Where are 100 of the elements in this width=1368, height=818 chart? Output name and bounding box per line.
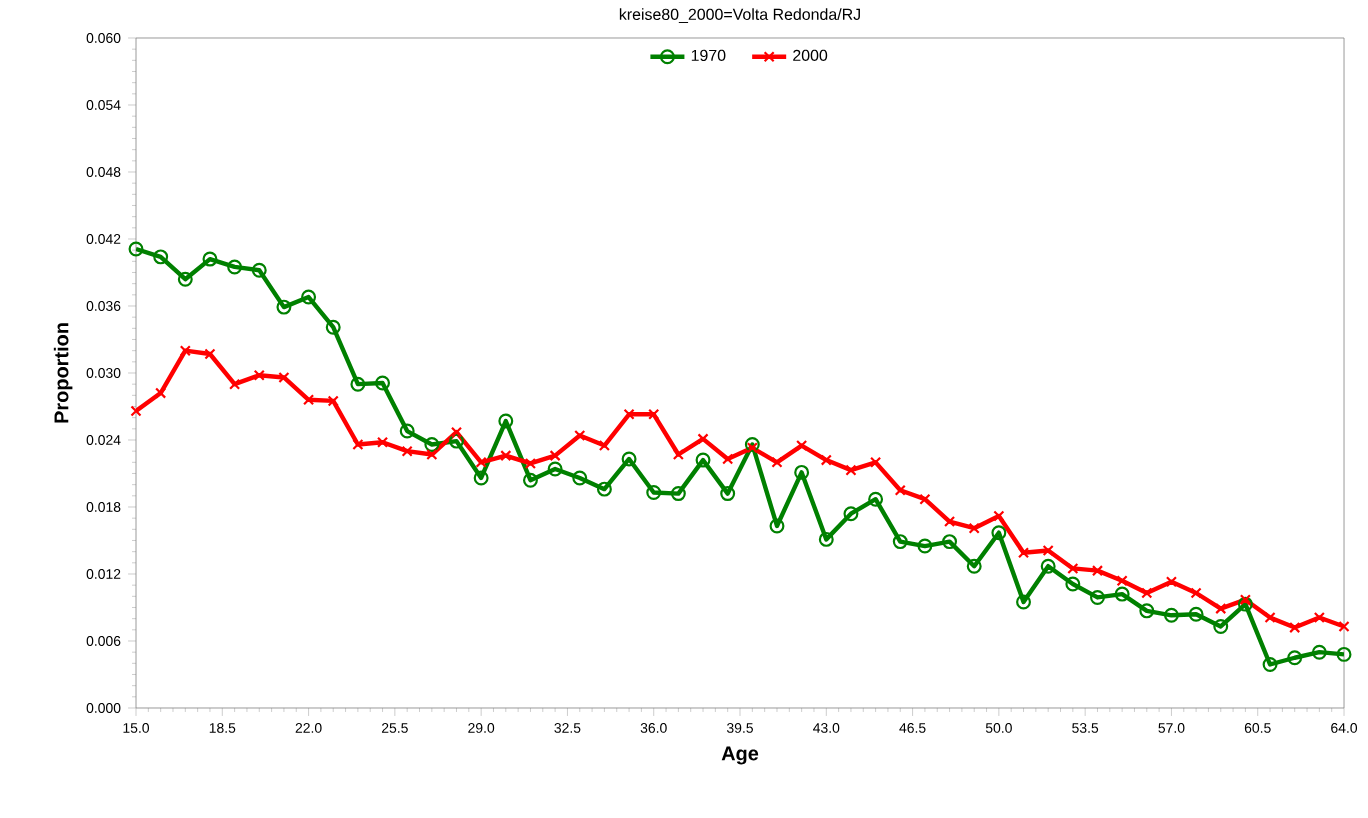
point [278, 371, 290, 384]
point [942, 534, 958, 550]
point [596, 481, 612, 497]
point [128, 241, 144, 257]
point [426, 448, 438, 461]
point [820, 454, 832, 466]
point [1188, 606, 1204, 622]
point [376, 436, 389, 448]
point [720, 486, 736, 502]
point [697, 433, 709, 445]
point [229, 378, 241, 390]
point [892, 534, 908, 550]
point [449, 433, 464, 449]
point [1067, 562, 1079, 575]
point [1215, 603, 1227, 615]
point [202, 251, 218, 267]
point [672, 448, 684, 461]
point [1213, 619, 1229, 634]
point [868, 491, 884, 507]
point [522, 472, 538, 488]
point [1262, 656, 1278, 672]
point [1165, 576, 1178, 588]
y-axis-title: Proportion [53, 323, 73, 423]
point [894, 484, 906, 496]
point [1264, 611, 1276, 624]
point [1163, 607, 1179, 623]
point [943, 515, 956, 528]
point [1287, 650, 1303, 666]
point [746, 442, 758, 454]
point [475, 456, 487, 468]
point [722, 453, 734, 465]
point [966, 558, 982, 574]
point [574, 429, 586, 442]
point [1336, 646, 1352, 662]
point [917, 538, 933, 554]
point [302, 394, 315, 406]
point [1139, 603, 1155, 619]
point [276, 299, 292, 315]
point [646, 485, 662, 500]
point [375, 375, 391, 391]
point [695, 452, 711, 468]
point [524, 457, 537, 470]
x-axis-title: Age [721, 746, 759, 765]
point [869, 456, 882, 468]
point [991, 525, 1007, 541]
point [771, 456, 783, 468]
point [744, 436, 760, 452]
point [1338, 620, 1350, 633]
point [399, 423, 415, 439]
point [153, 249, 169, 265]
point [130, 405, 142, 417]
point [845, 464, 857, 476]
point [1311, 644, 1327, 660]
point [621, 451, 637, 467]
point [843, 506, 859, 522]
point [350, 376, 366, 392]
point [1040, 558, 1056, 574]
point [1017, 547, 1030, 559]
point [769, 518, 785, 534]
point [549, 450, 561, 462]
point [352, 438, 364, 451]
point [598, 439, 611, 452]
point [227, 259, 243, 275]
point [325, 319, 341, 335]
point [1190, 587, 1202, 599]
point [1091, 565, 1104, 577]
point [547, 461, 563, 477]
point [473, 470, 489, 486]
point [1289, 621, 1301, 634]
point [623, 408, 635, 420]
point [251, 262, 267, 278]
point [1065, 576, 1081, 592]
point [794, 464, 810, 480]
point [968, 522, 980, 534]
point [796, 439, 808, 452]
point [1016, 594, 1031, 610]
point [818, 531, 834, 547]
point [1239, 594, 1252, 606]
point [1237, 596, 1253, 612]
point [572, 470, 588, 486]
point [648, 408, 660, 420]
point [179, 345, 191, 357]
point [301, 289, 317, 305]
point [670, 486, 686, 502]
point [401, 445, 413, 457]
point [424, 436, 440, 452]
point [498, 413, 514, 429]
point [204, 348, 216, 360]
point [155, 387, 167, 399]
point [919, 493, 931, 505]
point [1114, 586, 1130, 602]
point [253, 369, 265, 381]
point [1042, 544, 1054, 557]
point [1116, 575, 1128, 587]
point [500, 450, 512, 462]
point [327, 395, 339, 407]
point [450, 426, 463, 438]
point [1141, 587, 1153, 599]
point [1090, 589, 1105, 605]
point [1313, 611, 1325, 624]
